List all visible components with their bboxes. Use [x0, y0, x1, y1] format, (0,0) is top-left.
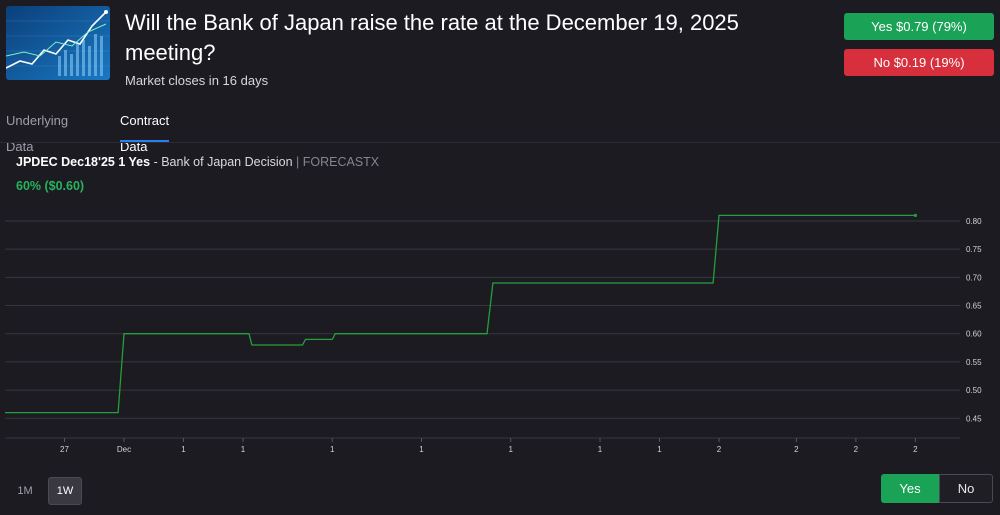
x-tick-label: 1	[598, 445, 603, 454]
y-tick-label: 0.75	[966, 245, 982, 254]
y-tick-label: 0.70	[966, 273, 982, 282]
buy-no-button[interactable]: No $0.19 (19%)	[844, 49, 994, 76]
range-1m-button[interactable]: 1M	[17, 485, 33, 497]
x-tick-label: 1	[241, 445, 246, 454]
x-tick-label: 2	[794, 445, 799, 454]
contract-separator: -	[150, 155, 162, 169]
contract-code: JPDEC Dec18'25 1 Yes	[16, 155, 151, 169]
price-series	[5, 213, 917, 414]
x-tick-label: 2	[717, 445, 722, 454]
stock-chart-icon	[6, 6, 110, 80]
y-tick-label: 0.50	[966, 386, 982, 395]
market-title: Will the Bank of Japan raise the rate at…	[125, 10, 739, 65]
x-tick-label: 1	[509, 445, 514, 454]
side-no-button[interactable]: No	[939, 474, 993, 503]
y-tick-label: 0.60	[966, 330, 982, 339]
contract-name: Bank of Japan Decision	[161, 155, 293, 169]
x-tick-label: 1	[181, 445, 186, 454]
y-tick-label: 0.55	[966, 358, 982, 367]
contract-source: | FORECASTX	[292, 155, 380, 169]
series-line	[5, 214, 916, 414]
x-tick-label: Dec	[117, 445, 131, 454]
x-axis-ticks: 27 Dec 1 1 1 1 1 1 1 2 2 2 2	[60, 438, 918, 454]
y-tick-label: 0.65	[966, 302, 982, 311]
x-tick-label: 27	[60, 445, 69, 454]
side-yes-button[interactable]: Yes	[881, 474, 939, 503]
series-end-point	[913, 213, 917, 217]
x-tick-label: 2	[913, 445, 918, 454]
x-tick-label: 1	[657, 445, 662, 454]
x-tick-label: 1	[330, 445, 335, 454]
tab-underlying-data[interactable]: Underlying Data	[6, 113, 69, 154]
tab-contract-data[interactable]: Contract Data	[120, 108, 170, 154]
buy-yes-button[interactable]: Yes $0.79 (79%)	[844, 13, 994, 40]
chart-grid	[5, 220, 960, 439]
market-close-countdown: Market closes in 16 days	[125, 73, 269, 88]
market-thumbnail	[6, 6, 110, 80]
tabs-divider	[0, 142, 1000, 143]
contract-heading: JPDEC Dec18'25 1 Yes - Bank of Japan Dec…	[16, 155, 379, 169]
x-tick-label: 2	[854, 445, 859, 454]
range-1w-button[interactable]: 1W	[48, 477, 82, 505]
current-price: 60% ($0.60)	[16, 179, 85, 193]
y-tick-label: 0.80	[966, 217, 982, 226]
y-axis-ticks: 0.80 0.75 0.70 0.65 0.60 0.55 0.50 0.45	[966, 217, 982, 423]
x-tick-label: 1	[419, 445, 424, 454]
price-chart: 0.80 0.75 0.70 0.65 0.60 0.55 0.50 0.45 27 Dec 1 1…	[5, 213, 982, 454]
y-tick-label: 0.45	[966, 414, 982, 423]
